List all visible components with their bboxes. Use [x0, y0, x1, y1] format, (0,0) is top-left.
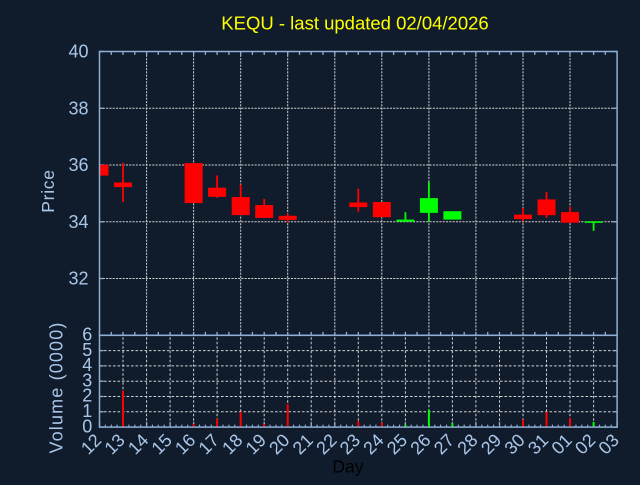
- svg-text:5: 5: [82, 340, 92, 360]
- svg-text:34: 34: [68, 212, 88, 232]
- svg-text:38: 38: [68, 98, 88, 118]
- svg-text:Volume (0000): Volume (0000): [47, 321, 67, 453]
- svg-text:Day: Day: [332, 457, 363, 477]
- svg-text:0: 0: [82, 416, 92, 436]
- svg-text:KEQU - last updated 02/04/2026: KEQU - last updated 02/04/2026: [221, 13, 488, 34]
- svg-text:40: 40: [68, 42, 88, 62]
- svg-text:4: 4: [82, 355, 92, 375]
- svg-text:32: 32: [68, 269, 88, 289]
- svg-text:36: 36: [68, 155, 88, 175]
- svg-text:3: 3: [82, 370, 92, 390]
- svg-text:1: 1: [82, 401, 92, 421]
- svg-text:2: 2: [82, 386, 92, 406]
- svg-text:6: 6: [82, 325, 92, 345]
- svg-text:Price: Price: [38, 169, 58, 212]
